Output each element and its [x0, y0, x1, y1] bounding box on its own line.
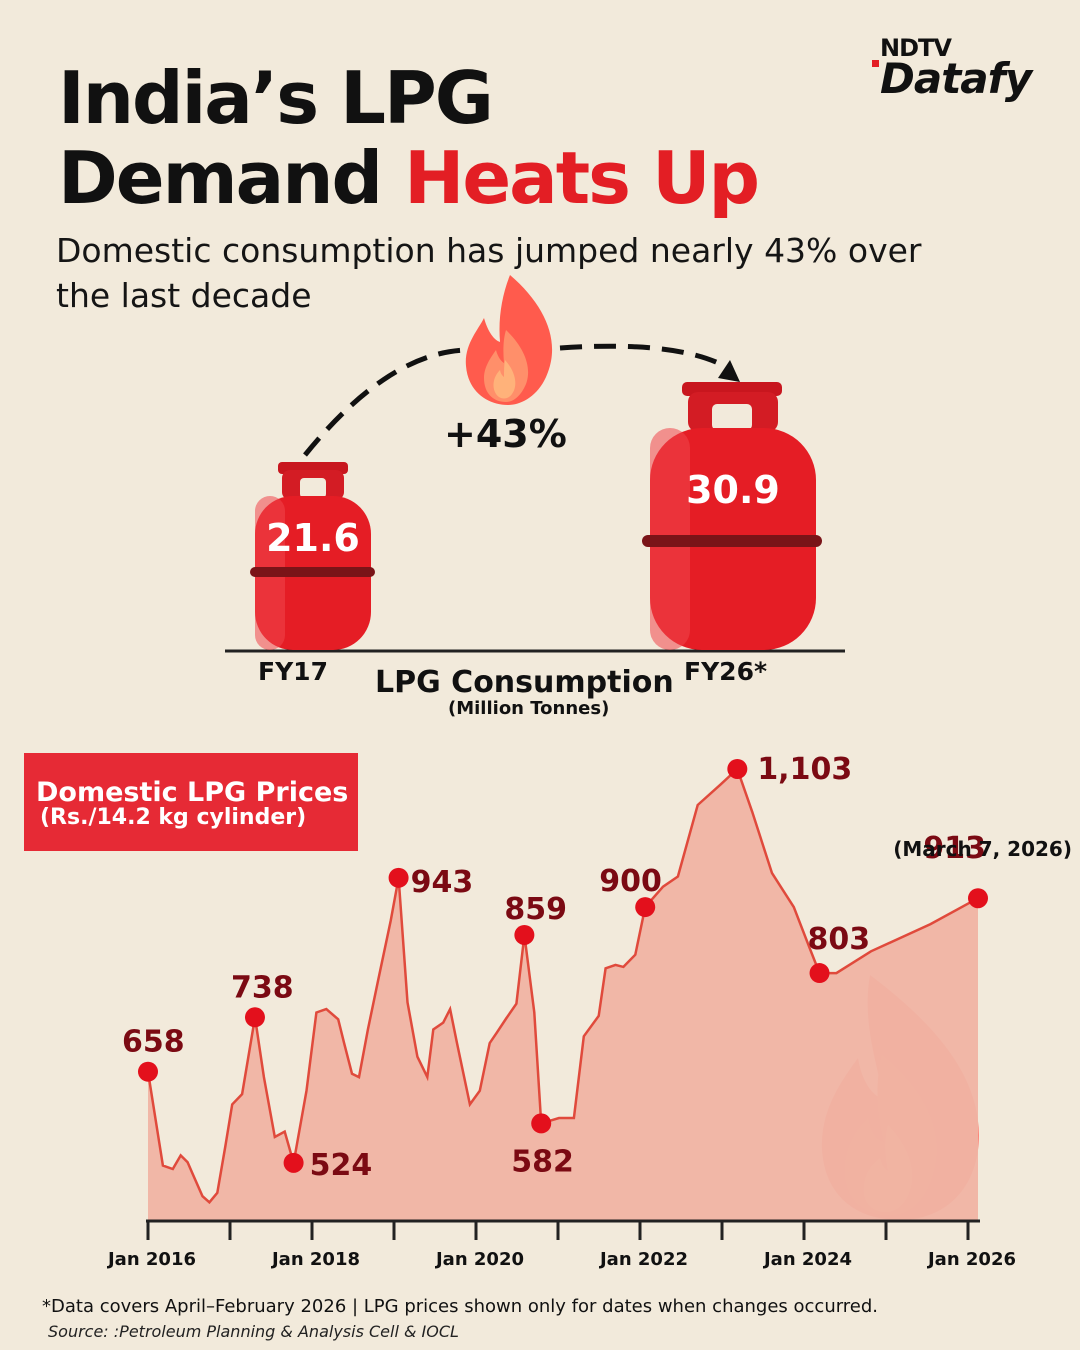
fy26-value: 30.9 [686, 468, 780, 512]
cylinder-fy17 [250, 462, 375, 650]
x-axis-ticks: Jan 2016 Jan 2018 Jan 2020 Jan 2022 Jan 2024… [106, 1221, 1016, 1270]
fy17-value: 21.6 [266, 516, 360, 560]
consumption-graphic [225, 275, 845, 653]
price-legend-box: Domestic LPG Prices (Rs./14.2 kg cylinde… [24, 753, 358, 851]
consumption-title: LPG Consumption [375, 665, 674, 700]
price-point [727, 758, 748, 779]
price-point-label: 900 [599, 864, 662, 899]
growth-arrow [303, 347, 471, 457]
brand-top: NDTV [880, 34, 952, 62]
price-point [809, 963, 830, 984]
price-box-unit: (Rs./14.2 kg cylinder) [40, 805, 307, 830]
fy17-label: FY17 [258, 657, 328, 686]
x-tick-label: Jan 2026 [926, 1249, 1016, 1270]
price-point [283, 1152, 304, 1173]
x-tick-label: Jan 2024 [762, 1249, 852, 1270]
x-tick-label: Jan 2020 [434, 1249, 524, 1270]
price-point [138, 1061, 158, 1082]
price-point [968, 888, 988, 909]
price-area [148, 769, 978, 1220]
growth-label: +43% [444, 412, 567, 456]
subtitle: Domestic consumption has jumped nearly 4… [56, 231, 922, 315]
logo-square [872, 60, 879, 67]
flame-icon [465, 275, 553, 405]
price-point-label: 658 [122, 1025, 185, 1060]
price-point-label: 943 [411, 865, 474, 900]
price-point-label: 1,103 [757, 752, 852, 787]
fy26-label: FY26* [684, 657, 768, 686]
x-tick-label: Jan 2016 [106, 1249, 196, 1270]
source-note: Source: :Petroleum Planning & Analysis C… [48, 1322, 459, 1341]
price-point [531, 1113, 552, 1134]
price-point [635, 897, 656, 918]
price-point-label: 913 [923, 831, 986, 866]
price-point-label: 859 [504, 892, 567, 927]
price-point-label: 524 [310, 1148, 373, 1183]
last-date-note: (March 7, 2026) [893, 837, 1072, 861]
x-tick-label: Jan 2022 [598, 1249, 688, 1270]
brand-main: Datafy [880, 54, 1032, 103]
title-plain: Demand [58, 136, 405, 220]
price-point-label: 582 [511, 1144, 574, 1179]
footnote: *Data covers April–February 2026 | LPG p… [42, 1296, 879, 1317]
price-line [146, 766, 979, 1205]
arrow-head-icon [718, 360, 740, 382]
cylinder-fy26 [642, 382, 822, 650]
price-chart: Jan 2016 Jan 2018 Jan 2020 Jan 2022 Jan 2024… [106, 752, 1072, 1270]
page-title-line2: Demand Heats Up [58, 142, 760, 214]
labeled-points: 658 738 524 943 859 582 900 1,103 803 913 [122, 752, 988, 1183]
price-point [514, 924, 535, 945]
price-box-title: Domestic LPG Prices [36, 777, 349, 808]
x-tick-label: Jan 2018 [270, 1249, 360, 1270]
consumption-unit: (Million Tonnes) [448, 698, 610, 719]
price-point-label: 738 [231, 970, 294, 1005]
growth-arrow-right [559, 343, 730, 371]
price-point-label: 803 [808, 922, 871, 957]
price-point [244, 1007, 265, 1028]
price-point [388, 867, 409, 888]
title-accent: Heats Up [404, 136, 760, 220]
page-title-line1: India’s LPG [58, 56, 494, 140]
